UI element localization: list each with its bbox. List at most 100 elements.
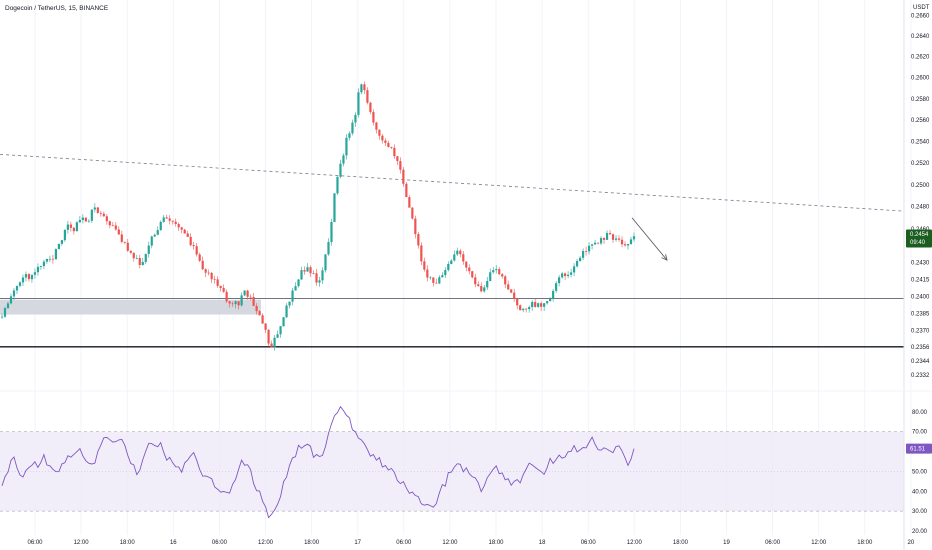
dashed-trendline[interactable] [0, 153, 905, 212]
candle-body [201, 260, 204, 270]
candle-body [435, 282, 438, 284]
time-tick-label: 12:00 [627, 540, 643, 546]
candle-body [564, 273, 567, 277]
rsi-tick-label: 40.00 [912, 489, 928, 495]
candle-body [459, 250, 462, 255]
candle-body [405, 183, 408, 198]
candle-body [255, 305, 258, 312]
candle-body [45, 258, 49, 262]
candle-body [291, 290, 294, 302]
candle-body [267, 329, 270, 344]
candle-body [195, 246, 198, 255]
candle-body [471, 271, 474, 278]
price-tick-label: 0.2540 [911, 139, 930, 145]
candle-body [507, 284, 510, 290]
candle-body [39, 266, 43, 267]
candle-body [285, 305, 288, 318]
demand-zone[interactable] [0, 299, 261, 315]
price-tick-label: 0.2430 [911, 260, 930, 266]
candle-body [231, 303, 234, 305]
candle-body [590, 244, 594, 246]
candle-body [584, 251, 588, 252]
candle-body [444, 270, 447, 276]
candle-body [276, 334, 279, 338]
candle-body [366, 90, 369, 103]
candle-body [537, 303, 540, 307]
time-axis[interactable]: 06:00 12:00 18:00 16 06:00 12:00 18:00 17 06:00 1… [27, 540, 914, 546]
candle-body [534, 301, 537, 307]
candle-body [486, 280, 489, 288]
candle-body [450, 260, 453, 265]
time-tick-label: 18:00 [304, 540, 320, 546]
rsi-tick-label: 70.00 [912, 430, 928, 436]
candle-body [510, 289, 513, 293]
price-tick-label: 0.2520 [911, 161, 930, 167]
candle-body [321, 270, 324, 281]
candle-body [96, 207, 99, 213]
candle-body [411, 207, 414, 219]
candle-body [294, 286, 297, 291]
rsi-tick-label: 50.00 [912, 469, 928, 475]
candle-body [555, 283, 558, 291]
candle-body [336, 176, 339, 194]
candle-body [306, 267, 309, 272]
candle-body [608, 233, 612, 235]
candle-body [495, 269, 498, 271]
candle-body [42, 261, 46, 267]
forecast-arrow[interactable] [631, 217, 668, 261]
candle-body [378, 129, 381, 136]
candle-body [381, 135, 384, 141]
candle-body [330, 221, 333, 242]
candle-body [396, 156, 399, 162]
arrow-head [661, 254, 668, 261]
candle-body [581, 251, 585, 258]
rsi-tick-label: 80.00 [912, 410, 928, 416]
symbol-title[interactable]: Dogecoin / TetherUS, 15, BINANCE [5, 5, 109, 12]
time-tick-label: 06:00 [765, 540, 781, 546]
time-tick-label: 06:00 [27, 540, 43, 546]
candle-body [578, 257, 582, 261]
candle-body [342, 155, 345, 164]
candle-body [611, 234, 615, 240]
candle-body [375, 122, 378, 130]
candle-body [3, 308, 7, 317]
candle-body [162, 217, 165, 222]
candle-body [465, 261, 468, 268]
time-tick-label: 12:00 [258, 540, 274, 546]
candle-body [587, 245, 591, 252]
candle-body [602, 238, 606, 240]
candle-body [12, 290, 16, 297]
candle-body [252, 296, 255, 306]
price-tick-label: 0.2620 [911, 55, 930, 61]
candle-body [390, 147, 393, 148]
price-tick-label: 0.2560 [911, 118, 930, 124]
price-axis[interactable]: 0.2660 0.2640 0.2620 0.2600 0.2580 0.2560 0.25… [911, 13, 930, 378]
candle-body [219, 285, 222, 288]
time-tick-label: 06:00 [396, 540, 412, 546]
time-tick-label: 18:00 [120, 540, 136, 546]
candle-body [399, 161, 402, 170]
candle-body [87, 220, 90, 222]
candle-body [156, 230, 159, 235]
candle-body [429, 277, 432, 279]
candle-body [546, 301, 549, 304]
candle-body [414, 218, 417, 235]
support-lines[interactable] [0, 298, 904, 512]
candle-body [204, 269, 207, 273]
price-tick-label: 0.2500 [911, 183, 930, 189]
candle-body [312, 273, 315, 274]
candle-body [147, 245, 150, 254]
candle-body [318, 280, 321, 283]
candle-body [249, 296, 252, 298]
price-tick-label: 0.2480 [911, 205, 930, 211]
candle-body [63, 229, 67, 241]
rsi-tick-label: 30.00 [912, 509, 928, 515]
candle-body [0, 316, 4, 318]
candle-body [528, 307, 531, 310]
price-tick-label: 0.2660 [911, 13, 930, 19]
candle-body [279, 326, 282, 335]
rsi-value-tag: 61.51 [906, 443, 932, 454]
candle-body [420, 245, 423, 262]
